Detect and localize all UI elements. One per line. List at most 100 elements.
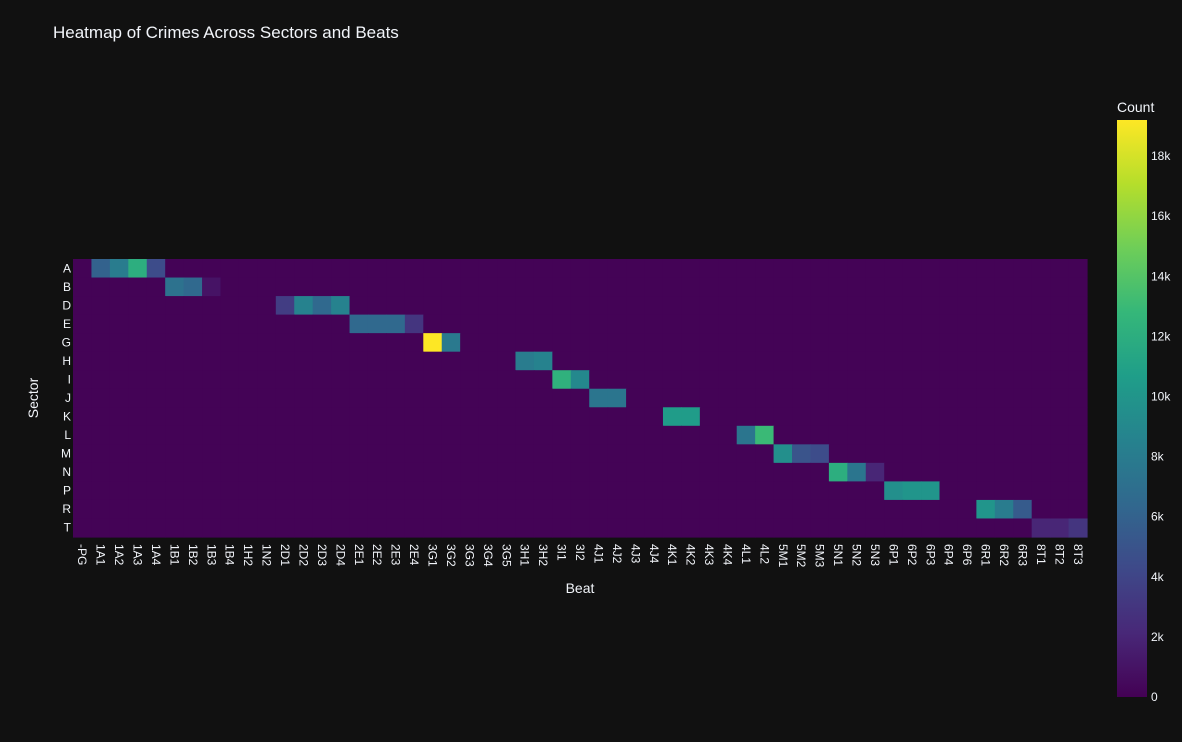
heatmap-cell-D-1A3: [128, 296, 148, 316]
heatmap-cell-N-5N1: [828, 462, 848, 482]
heatmap-cell-J-8T2: [1050, 388, 1070, 408]
heatmap-cell-E-4J1: [589, 314, 609, 334]
heatmap-cell-K-6P3: [921, 407, 941, 427]
heatmap-cell-D-1N2: [257, 296, 277, 316]
heatmap-cell-I-5M2: [792, 370, 812, 390]
heatmap-cell-J-4K3: [699, 388, 719, 408]
heatmap-cell-G-6P2: [902, 333, 922, 353]
heatmap-cell-R-3G3: [460, 499, 480, 520]
heatmap-cell-P-6R1: [976, 481, 996, 501]
heatmap-cell-M-3G2: [441, 444, 461, 464]
heatmap-cell-H-1H2: [238, 351, 258, 371]
heatmap-cell-B-2D3: [312, 277, 332, 297]
heatmap-cell-E-3I2: [570, 314, 590, 334]
heatmap-cell-I-3G3: [460, 370, 480, 390]
heatmap-cell-H-6R3: [1013, 351, 1033, 371]
heatmap-cell-K-2E4: [404, 407, 424, 427]
heatmap-cell-H-4L1: [736, 351, 756, 371]
heatmap-cell-H-5M3: [810, 351, 830, 371]
heatmap-cell-N-1A4: [146, 462, 166, 482]
heatmap-cell-M-5N3: [865, 444, 885, 464]
heatmap-cells: [73, 259, 1088, 538]
heatmap-cell-D-5N3: [865, 296, 885, 316]
heatmap-cell-L-3I1: [552, 425, 572, 445]
heatmap-cell-H-2D3: [312, 351, 332, 371]
heatmap-cell-I-4J2: [607, 370, 627, 390]
heatmap-cell-L-1B1: [165, 425, 185, 445]
heatmap-cell-E-2D2: [294, 314, 314, 334]
heatmap-cell-G-1B4: [220, 333, 240, 353]
heatmap-cell-A-2E4: [404, 259, 424, 279]
heatmap-cell-B-4L1: [736, 277, 756, 297]
heatmap-cell-B-3H2: [533, 277, 553, 297]
heatmap-cell-R-5M3: [810, 499, 830, 520]
x-tick-label: 4J2: [610, 544, 624, 564]
heatmap-cell-R-5N3: [865, 499, 885, 520]
heatmap-cell-G-8T2: [1050, 333, 1070, 353]
heatmap-cell-I-3G4: [478, 370, 498, 390]
heatmap-cell-E-5M1: [773, 314, 793, 334]
heatmap-cell-G-4J2: [607, 333, 627, 353]
x-tick-label: 2D1: [278, 544, 292, 566]
heatmap-cell-J-4K2: [681, 388, 701, 408]
heatmap-cell-I-6P6: [957, 370, 977, 390]
x-tick-label: 1A4: [149, 544, 163, 566]
heatmap-cell-B-4K1: [662, 277, 682, 297]
heatmap-cell-L-4J4: [644, 425, 664, 445]
heatmap-cell-I-1B1: [165, 370, 185, 390]
heatmap-cell-T-4K3: [699, 518, 719, 538]
heatmap-cell-N-1N2: [257, 462, 277, 482]
heatmap-cell-R-8T1: [1031, 499, 1051, 520]
y-tick-label: G: [62, 335, 71, 349]
heatmap-cell-J-2D4: [331, 388, 351, 408]
heatmap-cell-G-2D4: [331, 333, 351, 353]
heatmap-cell-E-8T3: [1068, 314, 1088, 334]
heatmap-cell-R-1A3: [128, 499, 148, 520]
heatmap-cell-H-6P2: [902, 351, 922, 371]
heatmap-cell-H-2E1: [349, 351, 369, 371]
heatmap-cell-M-6P3: [921, 444, 941, 464]
heatmap-cell-M-2D1: [275, 444, 295, 464]
heatmap-cell-R-5N1: [828, 499, 848, 520]
heatmap-cell-M-1B2: [183, 444, 203, 464]
heatmap-cell-P-6R3: [1013, 481, 1033, 501]
heatmap-cell-N-1A2: [109, 462, 129, 482]
heatmap-cell-L-1B3: [202, 425, 222, 445]
x-tick-label: 6P6: [960, 544, 974, 566]
x-tick-label: 3I1: [555, 544, 569, 561]
heatmap-cell-R-4K2: [681, 499, 701, 520]
heatmap-cell-M-2E1: [349, 444, 369, 464]
heatmap-cell-R-5M2: [792, 499, 812, 520]
heatmap-cell-I-6P2: [902, 370, 922, 390]
heatmap-cell-A-3G2: [441, 259, 461, 279]
heatmap-cell-M-6P1: [884, 444, 904, 464]
heatmap-cell-B-1B4: [220, 277, 240, 297]
heatmap-cell-M-3G4: [478, 444, 498, 464]
heatmap-cell-M-4L1: [736, 444, 756, 464]
heatmap-cell-E-1B1: [165, 314, 185, 334]
heatmap-cell-L-2D4: [331, 425, 351, 445]
heatmap-cell-P-2E4: [404, 481, 424, 501]
heatmap-cell-B-6P3: [921, 277, 941, 297]
heatmap-cell-L-6R1: [976, 425, 996, 445]
heatmap-cell-A-6P2: [902, 259, 922, 279]
heatmap-cell-A-3G1: [423, 259, 443, 279]
heatmap-cell-D-3G4: [478, 296, 498, 316]
y-tick-label: B: [63, 280, 71, 294]
heatmap-cell-R-6P6: [957, 499, 977, 520]
heatmap-cell-G-5M1: [773, 333, 793, 353]
heatmap-cell-M-2E3: [386, 444, 406, 464]
heatmap-cell-K-8T2: [1050, 407, 1070, 427]
y-tick-label: E: [63, 317, 71, 331]
heatmap-cell-J-1A3: [128, 388, 148, 408]
heatmap-cell-R-6P4: [939, 499, 959, 520]
heatmap-cell-P-4L1: [736, 481, 756, 501]
heatmap-cell-M-3I1: [552, 444, 572, 464]
heatmap-cell-G-6P4: [939, 333, 959, 353]
heatmap-cell-T-3G3: [460, 518, 480, 538]
heatmap-cell-T-2D1: [275, 518, 295, 538]
heatmap-cell-H-6P3: [921, 351, 941, 371]
heatmap-cell-L-6P6: [957, 425, 977, 445]
heatmap-cell-M-4K2: [681, 444, 701, 464]
heatmap-cell-N-6P2: [902, 462, 922, 482]
